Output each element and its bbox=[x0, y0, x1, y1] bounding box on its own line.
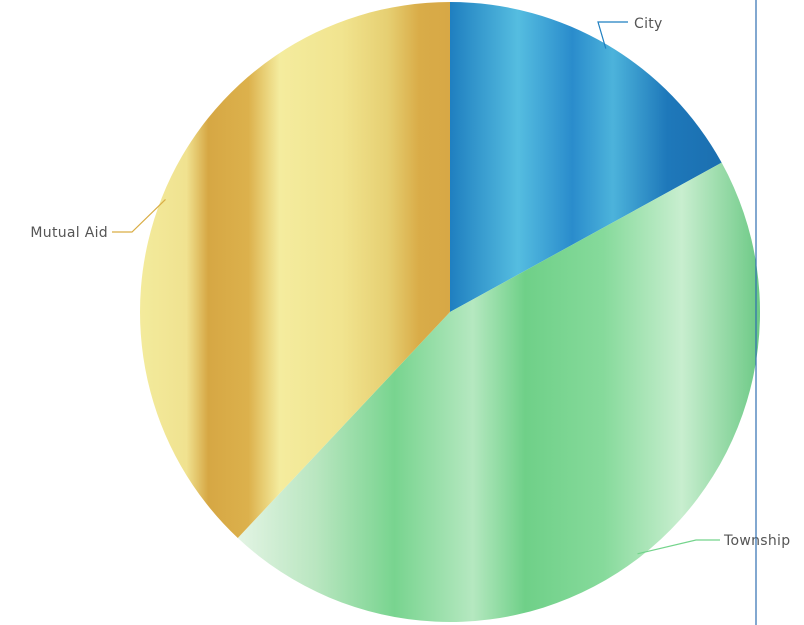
leader-lines bbox=[112, 21, 720, 555]
leader-line-township bbox=[637, 539, 720, 555]
slice-label-township: Township bbox=[723, 533, 790, 549]
slice-label-mutual-aid: Mutual Aid bbox=[30, 225, 108, 241]
pie-slice-city bbox=[450, 2, 722, 312]
slice-label-city: City bbox=[634, 16, 663, 32]
pie-slice-township bbox=[237, 162, 761, 623]
pie-slices bbox=[139, 2, 761, 623]
leader-line-mutual-aid bbox=[112, 198, 166, 233]
pie-slice-mutual-aid bbox=[139, 2, 450, 538]
leader-line-city bbox=[597, 21, 628, 49]
